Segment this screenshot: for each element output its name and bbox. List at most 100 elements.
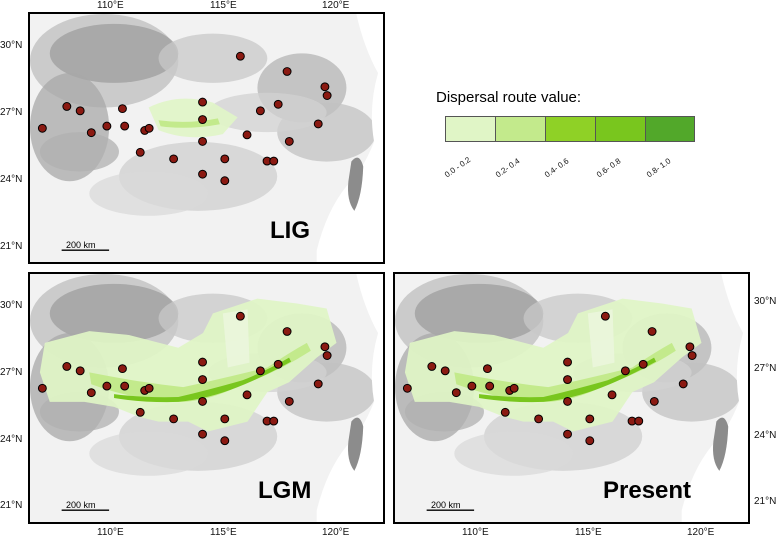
lon-tick-label: 115°E	[210, 527, 237, 538]
dispersal-route-high	[114, 357, 292, 403]
sample-site-marker	[144, 123, 154, 133]
sample-site-marker	[322, 351, 332, 360]
scale-bar-label: 200 km	[66, 500, 96, 510]
sample-site-marker	[273, 99, 283, 109]
sample-site-marker	[255, 366, 265, 376]
sample-site-marker	[120, 121, 130, 131]
legend-swatch-3	[545, 116, 596, 142]
sample-site-marker	[198, 115, 207, 124]
sample-site-marker	[320, 342, 330, 352]
lat-tick-label: 21°N	[0, 241, 23, 252]
sample-site-marker	[62, 102, 72, 111]
taiwan-island	[347, 157, 364, 211]
lon-tick-label: 110°E	[97, 527, 124, 538]
legend-label: 0.6- 0.8	[595, 156, 623, 180]
lat-tick-label: 24°N	[0, 174, 23, 185]
sample-site-marker	[75, 366, 85, 376]
map-panel-lig: 200 km LIG	[28, 12, 385, 264]
sample-site-marker	[242, 390, 252, 400]
relief-shade	[89, 431, 208, 476]
legend-label: 0.8- 1.0	[645, 156, 673, 180]
sample-site-marker	[563, 375, 572, 384]
taiwan-island	[712, 417, 729, 471]
sample-site-marker	[198, 396, 207, 406]
sample-site-marker	[600, 311, 610, 321]
sample-site-marker	[284, 396, 294, 406]
map-panel-lgm: 200 km LGM	[28, 272, 385, 524]
sample-site-marker	[269, 416, 279, 426]
legend-label: 0.2- 0.4	[494, 156, 522, 180]
sample-site-marker	[534, 414, 544, 424]
sample-site-marker	[273, 359, 283, 369]
legend-swatch-4	[595, 116, 646, 142]
sample-site-marker	[402, 383, 412, 393]
relief-shade	[414, 283, 544, 343]
lon-tick-label: 120°E	[322, 0, 350, 11]
sample-site-marker	[509, 383, 519, 393]
legend-label: 0.4- 0.6	[543, 156, 571, 180]
sample-site-marker	[118, 364, 127, 374]
relief-shade	[89, 171, 208, 216]
dispersal-route-low	[404, 298, 702, 432]
sample-site-marker	[198, 357, 207, 367]
relief-shade	[454, 431, 573, 476]
panel-label-lgm: LGM	[258, 477, 312, 504]
legend-swatch-1	[445, 116, 496, 142]
sample-site-marker	[483, 364, 492, 374]
sample-site-marker	[198, 136, 207, 146]
sample-site-marker	[620, 366, 630, 376]
sample-site-marker	[451, 388, 461, 398]
sample-site-marker	[685, 342, 695, 352]
taiwan-island	[347, 417, 364, 471]
sample-site-marker	[563, 357, 572, 367]
sample-site-marker	[235, 311, 245, 321]
sample-site-marker	[634, 416, 644, 426]
sample-site-marker	[320, 82, 330, 92]
sample-site-marker	[198, 429, 207, 439]
sample-site-marker	[118, 104, 127, 114]
lon-tick-label: 115°E	[575, 527, 602, 538]
sample-site-marker	[37, 123, 47, 133]
map-canvas	[30, 14, 383, 262]
route-gap	[222, 309, 250, 368]
sample-site-marker	[198, 375, 207, 384]
map-canvas	[395, 274, 748, 522]
sea-area	[316, 14, 383, 262]
legend-label: 0.0 - 0.2	[443, 155, 473, 180]
sample-site-marker	[649, 396, 659, 406]
scale-bar-label: 200 km	[66, 240, 96, 250]
sample-site-marker	[242, 130, 252, 140]
relief-shade	[49, 283, 179, 343]
sample-site-marker	[500, 407, 510, 417]
sample-site-marker	[563, 429, 572, 439]
sample-site-marker	[563, 396, 572, 406]
sample-site-marker	[198, 97, 207, 107]
sample-site-marker	[169, 154, 179, 164]
sample-site-marker	[102, 121, 112, 131]
sample-site-marker	[282, 327, 292, 336]
sample-site-marker	[687, 351, 697, 360]
sample-site-marker	[135, 407, 145, 417]
sample-site-marker	[313, 119, 323, 129]
sample-site-marker	[62, 362, 72, 371]
map-panel-present: 200 km Present	[393, 272, 750, 524]
lat-tick-label: 27°N	[0, 367, 23, 378]
sample-site-marker	[220, 436, 230, 446]
route-gap	[587, 309, 615, 368]
sample-site-marker	[313, 379, 323, 389]
sample-site-marker	[86, 128, 96, 138]
lat-tick-label: 30°N	[0, 40, 23, 51]
sea-area	[316, 274, 383, 522]
sample-site-marker	[440, 366, 450, 376]
dispersal-route-low	[39, 298, 337, 432]
relief-shade	[49, 23, 179, 83]
relief-shade	[39, 132, 119, 172]
lat-tick-label: 21°N	[0, 500, 23, 511]
sample-site-marker	[322, 91, 332, 100]
relief-shade	[207, 92, 327, 133]
sample-site-marker	[678, 379, 688, 389]
map-canvas	[30, 274, 383, 522]
lon-tick-label: 110°E	[97, 0, 124, 11]
lon-tick-label: 120°E	[322, 527, 350, 538]
sample-site-marker	[220, 154, 230, 164]
